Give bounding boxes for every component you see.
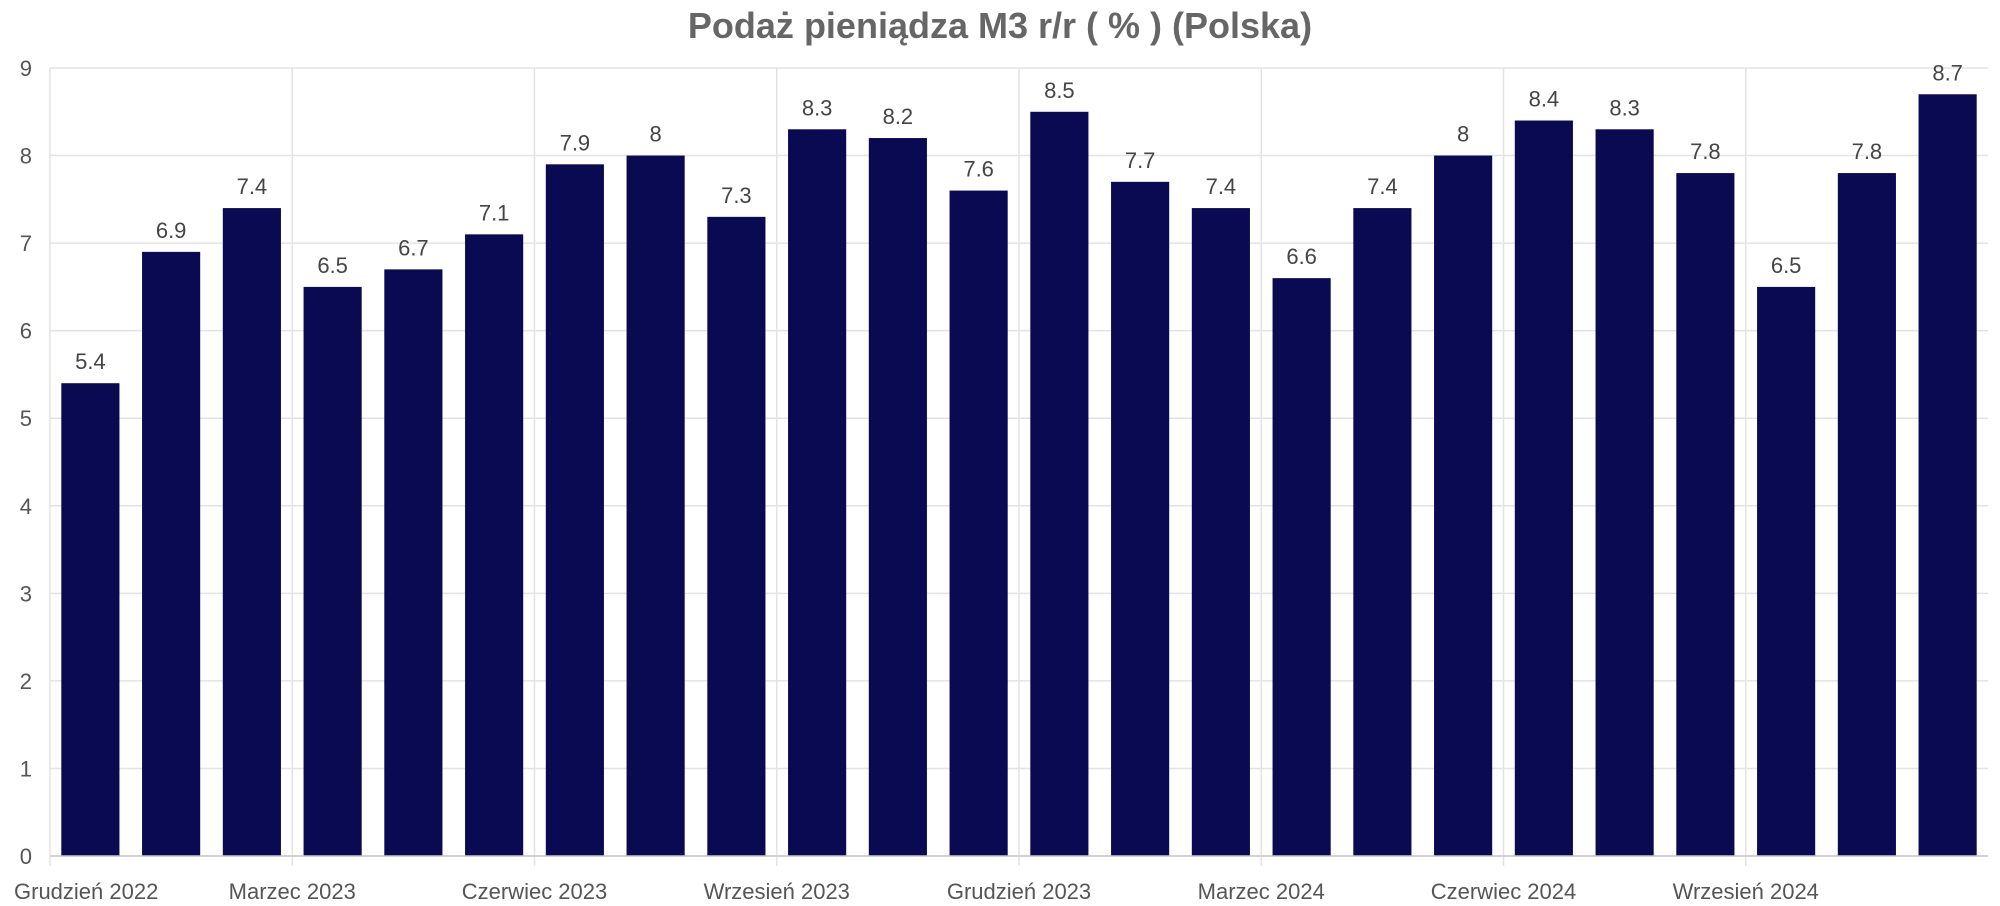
y-tick-label: 7: [20, 231, 32, 256]
bar: [222, 208, 281, 857]
y-tick-label: 9: [20, 56, 32, 81]
data-label: 7.8: [1690, 139, 1721, 164]
bar: [1030, 111, 1089, 857]
data-label: 8.5: [1044, 78, 1075, 103]
bar: [788, 129, 847, 857]
data-label: 8: [650, 122, 662, 147]
data-label: 5.4: [75, 349, 106, 374]
bar: [384, 269, 443, 856]
y-tick-label: 6: [20, 319, 32, 344]
y-tick-label: 8: [20, 144, 32, 169]
bar: [1676, 173, 1735, 857]
data-label: 6.9: [156, 218, 187, 243]
data-label: 7.6: [963, 157, 994, 182]
data-label: 7.1: [479, 200, 510, 225]
bar: [1353, 208, 1412, 857]
data-label: 6.6: [1286, 244, 1317, 269]
bar: [1757, 286, 1816, 856]
data-label: 8.3: [1609, 95, 1640, 120]
data-label: 7.9: [560, 130, 591, 155]
bar: [1918, 94, 1977, 857]
y-tick-label: 0: [20, 844, 32, 869]
y-tick-label: 2: [20, 669, 32, 694]
bar: [1272, 278, 1331, 857]
data-label: 7.8: [1852, 139, 1883, 164]
data-label: 7.4: [1367, 174, 1398, 199]
chart-title: Podaż pieniądza M3 r/r ( % ) (Polska): [688, 5, 1312, 46]
grid-lines: [49, 67, 1988, 866]
data-label: 8.4: [1529, 87, 1560, 112]
bar: [949, 190, 1008, 857]
data-label: 7.7: [1125, 148, 1156, 173]
data-label: 7.4: [237, 174, 268, 199]
bar: [1837, 173, 1896, 857]
bar: [545, 164, 604, 857]
data-label: 7.4: [1206, 174, 1237, 199]
x-tick-label: Marzec 2024: [1198, 879, 1325, 904]
data-label: 7.3: [721, 183, 752, 208]
data-label: 6.5: [1771, 253, 1802, 278]
data-labels: 5.4 6.9 7.4 6.5 6.7 7.1 7.9 8 7.3 8.3 8.2 7.6 8.5 7.7…: [75, 60, 1963, 374]
data-label: 8.3: [802, 95, 833, 120]
bar: [303, 286, 362, 856]
data-label: 6.7: [398, 235, 429, 260]
data-label: 8: [1457, 122, 1469, 147]
bar: [868, 138, 927, 857]
x-tick-label: Grudzień 2023: [947, 879, 1091, 904]
x-tick-label: Grudzień 2022: [14, 879, 158, 904]
bar: [1434, 155, 1493, 857]
bar: [142, 251, 201, 856]
y-tick-label: 4: [20, 494, 32, 519]
y-tick-label: 5: [20, 406, 32, 431]
bar: [626, 155, 685, 857]
axes: 0 1 2 3 4 5 6 7 8 9 Grudzień 2022 Marzec 2023 Czerwi…: [14, 56, 1988, 904]
data-label: 8.2: [883, 104, 914, 129]
bar: [1514, 120, 1573, 857]
bar: [1595, 129, 1654, 857]
y-tick-label: 3: [20, 581, 32, 606]
x-tick-label: Marzec 2023: [229, 879, 356, 904]
bar: [707, 216, 766, 856]
data-label: 6.5: [317, 253, 348, 278]
data-label: 8.7: [1932, 60, 1963, 85]
bar: [465, 234, 524, 856]
x-tick-label: Czerwiec 2024: [1431, 879, 1577, 904]
bar: [1111, 181, 1170, 857]
bar: [1191, 208, 1250, 857]
bar: [61, 383, 120, 856]
bar-series: [61, 94, 1977, 857]
x-tick-label: Wrzesień 2023: [704, 879, 850, 904]
y-tick-label: 1: [20, 756, 32, 781]
x-tick-label: Czerwiec 2023: [462, 879, 608, 904]
x-tick-label: Wrzesień 2024: [1673, 879, 1819, 904]
